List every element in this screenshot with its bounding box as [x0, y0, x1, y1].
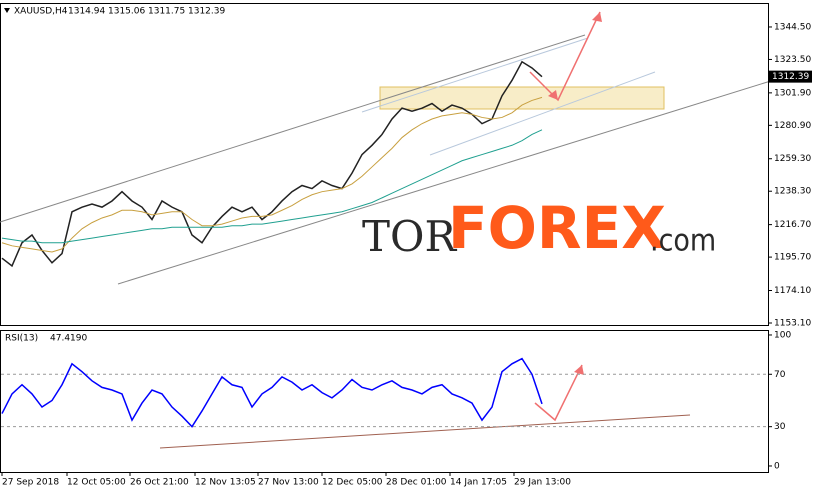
y-tick-label: 1174.10 — [774, 286, 811, 296]
channel-inner-lower — [429, 71, 656, 156]
x-tick-label: 29 Jan 13:00 — [514, 478, 571, 488]
header-icon — [4, 8, 10, 13]
series-line — [1, 129, 543, 244]
arrow-head — [592, 12, 602, 22]
arrow-head — [574, 365, 584, 375]
series-line — [1, 96, 543, 253]
last-price-label: 1312.39 — [772, 72, 809, 82]
arrow-head — [548, 90, 558, 100]
price-panel — [0, 3, 769, 326]
x-tick-label: 12 Nov 13:05 — [195, 478, 256, 488]
channel-upper — [0, 34, 586, 223]
open: 1314.94 — [68, 7, 105, 17]
x-tick-label: 28 Dec 01:00 — [386, 478, 447, 488]
rsi-trendline — [159, 414, 691, 449]
rsi-panel — [0, 330, 769, 473]
close: 1312.39 — [188, 7, 225, 17]
y-tick-label: 1238.30 — [774, 187, 811, 197]
x-tick-label: 12 Dec 05:00 — [322, 478, 383, 488]
y-tick-label: 1323.50 — [774, 55, 811, 65]
series-line — [1, 60, 543, 268]
symbol: XAUUSD,H4 — [14, 7, 68, 17]
watermark-com: .com — [650, 224, 716, 259]
y-tick-label: 1301.90 — [774, 88, 811, 98]
y-tick-label: 1259.30 — [774, 154, 811, 164]
x-tick-label: 27 Sep 2018 — [2, 478, 59, 488]
series-line — [1, 357, 543, 428]
header: XAUUSD,H4 1314.94 1315.06 1311.75 1312.3… — [4, 7, 225, 344]
channel-inner-upper — [361, 37, 589, 113]
low: 1311.75 — [148, 7, 185, 17]
y-tick-label: 1280.90 — [774, 121, 811, 131]
y-tick-label: 1195.70 — [774, 253, 811, 263]
watermark-tor: TOR — [362, 212, 457, 261]
y-tick-label: 1216.70 — [774, 220, 811, 230]
analysis-drawings — [0, 11, 791, 449]
watermark: TOR FOREX .com — [362, 194, 716, 262]
y-tick-label: 1153.10 — [774, 318, 811, 328]
rsi-value: 47.4190 — [50, 334, 87, 344]
high: 1315.06 — [108, 7, 145, 17]
channel-lower — [117, 74, 791, 285]
y-tick-label: 30 — [774, 422, 786, 432]
x-tick-label: 27 Nov 13:00 — [258, 478, 319, 488]
watermark-forex: FOREX — [448, 194, 666, 262]
y-tick-label: 0 — [774, 461, 780, 471]
y-tick-label: 1344.50 — [774, 22, 811, 32]
last-price-box — [768, 70, 812, 83]
resistance-zone — [379, 86, 665, 110]
x-tick-label: 12 Oct 05:00 — [67, 478, 126, 488]
rsi-forecast-arrow — [534, 364, 583, 422]
x-tick-label: 26 Oct 21:00 — [130, 478, 189, 488]
x-tick-label: 14 Jan 17:05 — [450, 478, 507, 488]
rsi-name: RSI(13) — [5, 334, 38, 344]
y-tick-label: 100 — [774, 330, 791, 340]
y-tick-label: 70 — [774, 370, 786, 380]
